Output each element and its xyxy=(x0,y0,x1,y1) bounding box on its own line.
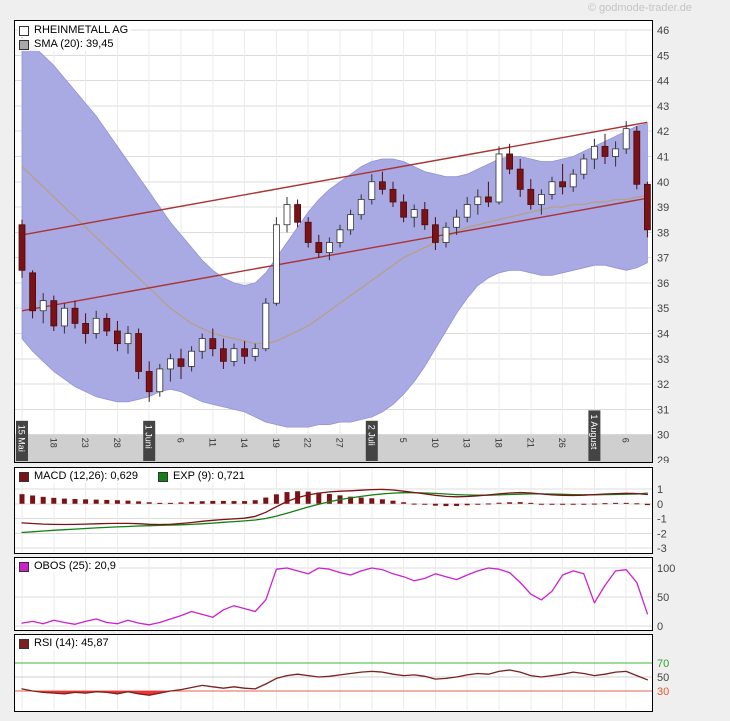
obos-swatch xyxy=(19,561,29,572)
svg-text:19: 19 xyxy=(271,438,281,448)
svg-text:31: 31 xyxy=(657,404,669,416)
svg-text:45: 45 xyxy=(657,50,669,62)
svg-text:34: 34 xyxy=(657,329,669,341)
exp-label: EXP (9): 0,721 xyxy=(172,470,245,482)
price-legend: RHEINMETALL AG SMA (20): 39,45 xyxy=(18,24,132,52)
svg-text:1 August: 1 August xyxy=(589,414,599,450)
symbol-name: RHEINMETALL AG xyxy=(34,24,129,36)
svg-text:0: 0 xyxy=(657,499,663,511)
svg-text:40: 40 xyxy=(657,177,669,189)
legend-item-sma: SMA (20): 39,45 xyxy=(18,38,117,51)
rsi-panel: 70 50 30 xyxy=(14,634,669,712)
svg-text:6: 6 xyxy=(621,438,631,443)
rsi-swatch xyxy=(19,638,29,649)
svg-text:-3: -3 xyxy=(657,543,667,554)
svg-text:14: 14 xyxy=(239,438,249,448)
svg-text:13: 13 xyxy=(462,438,472,448)
macd-label: MACD (12,26): 0,629 xyxy=(34,470,138,482)
svg-text:0: 0 xyxy=(657,621,663,631)
svg-text:-1: -1 xyxy=(657,514,667,526)
exp-swatch xyxy=(157,471,168,482)
legend-item-macd: MACD (12,26): 0,629 xyxy=(18,470,141,483)
rsi-legend: RSI (14): 45,87 xyxy=(18,637,112,651)
svg-text:70: 70 xyxy=(657,658,669,670)
svg-text:1 Juni: 1 Juni xyxy=(144,425,154,449)
svg-text:23: 23 xyxy=(80,438,90,448)
svg-text:42: 42 xyxy=(657,126,669,138)
svg-text:27: 27 xyxy=(335,438,345,448)
obos-panel: 100 50 0 xyxy=(14,557,675,631)
watermark: © godmode-trader.de xyxy=(587,2,692,14)
svg-text:28: 28 xyxy=(112,438,122,448)
svg-text:36: 36 xyxy=(657,278,669,290)
svg-text:46: 46 xyxy=(657,25,669,37)
svg-text:38: 38 xyxy=(657,227,669,239)
svg-text:100: 100 xyxy=(657,563,675,575)
svg-text:18: 18 xyxy=(48,438,58,448)
sma-swatch xyxy=(19,39,29,50)
svg-text:39: 39 xyxy=(657,202,669,214)
rsi-label: RSI (14): 45,87 xyxy=(34,637,109,649)
svg-text:50: 50 xyxy=(657,672,669,684)
svg-text:26: 26 xyxy=(557,438,567,448)
macd-legend: MACD (12,26): 0,629 EXP (9): 0,721 xyxy=(18,470,248,484)
svg-text:43: 43 xyxy=(657,101,669,113)
price-chart-panel: 29 30 31 32 33 34 35 36 37 38 39 40 41 42 43 44 45 46 15 M… xyxy=(14,20,669,463)
svg-text:30: 30 xyxy=(657,430,669,442)
svg-text:50: 50 xyxy=(657,592,669,604)
legend-item-exp: EXP (9): 0,721 xyxy=(156,470,248,483)
svg-text:-2: -2 xyxy=(657,528,667,540)
svg-text:22: 22 xyxy=(303,438,313,448)
svg-text:30: 30 xyxy=(657,686,669,698)
svg-text:2 Juli: 2 Juli xyxy=(366,425,376,446)
svg-text:41: 41 xyxy=(657,151,669,163)
svg-text:37: 37 xyxy=(657,253,669,265)
svg-text:33: 33 xyxy=(657,354,669,366)
svg-text:15 Mai: 15 Mai xyxy=(17,425,27,452)
svg-text:11: 11 xyxy=(207,438,217,447)
obos-label: OBOS (25): 20,9 xyxy=(34,560,116,572)
svg-text:44: 44 xyxy=(657,76,669,88)
macd-swatch xyxy=(19,471,29,482)
svg-text:10: 10 xyxy=(430,438,440,448)
legend-item-rsi: RSI (14): 45,87 xyxy=(18,637,112,650)
sma-label: SMA (20): 39,45 xyxy=(34,38,114,50)
svg-text:32: 32 xyxy=(657,379,669,391)
legend-item-symbol: RHEINMETALL AG xyxy=(18,24,132,37)
svg-text:5: 5 xyxy=(398,438,408,443)
svg-text:6: 6 xyxy=(176,438,186,443)
svg-text:35: 35 xyxy=(657,303,669,315)
svg-text:29: 29 xyxy=(657,455,669,463)
svg-text:18: 18 xyxy=(494,438,504,448)
svg-text:1: 1 xyxy=(657,484,663,496)
obos-legend: OBOS (25): 20,9 xyxy=(18,560,119,574)
legend-item-obos: OBOS (25): 20,9 xyxy=(18,560,119,573)
candlestick-swatch xyxy=(19,25,29,36)
svg-text:21: 21 xyxy=(525,438,535,448)
